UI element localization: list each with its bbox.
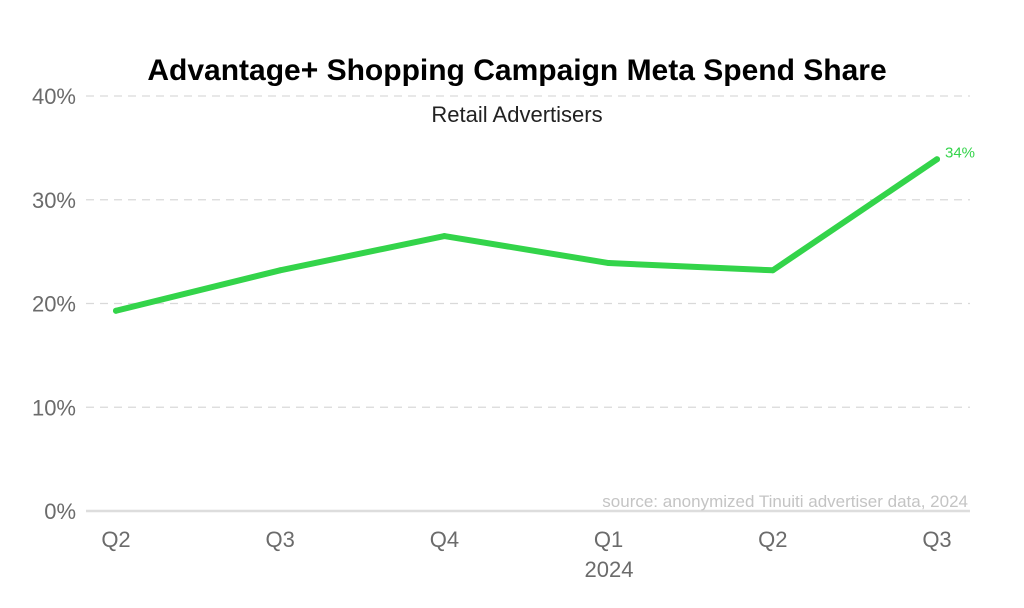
y-tick-label: 20% (32, 292, 76, 317)
x-axis-ticks: Q2 Q3 Q4 Q1 Q2 Q3 (101, 527, 951, 552)
data-point (934, 156, 940, 163)
x-axis-year-label: 2024 (585, 557, 634, 582)
x-tick-label: Q2 (101, 527, 130, 552)
x-tick-label: Q1 (594, 527, 623, 552)
series-group: 34% (113, 144, 975, 314)
data-point (441, 233, 448, 240)
grid-lines (86, 95, 970, 408)
data-point (605, 260, 612, 267)
data-point (769, 267, 776, 274)
data-point (277, 267, 284, 274)
y-tick-label: 10% (32, 395, 76, 420)
chart-subtitle: Retail Advertisers (431, 102, 602, 127)
series-line (113, 156, 940, 314)
data-point (113, 307, 119, 314)
x-tick-label: Q2 (758, 527, 787, 552)
y-axis-ticks: 0% 10% 20% 30% 40% (32, 84, 76, 524)
y-tick-label: 40% (32, 84, 76, 109)
end-value-label: 34% (945, 144, 975, 161)
x-tick-label: Q3 (266, 527, 295, 552)
y-tick-label: 0% (44, 499, 76, 524)
chart-title: Advantage+ Shopping Campaign Meta Spend … (147, 54, 886, 87)
source-note: source: anonymized Tinuiti advertiser da… (602, 492, 968, 511)
y-tick-label: 30% (32, 188, 76, 213)
x-tick-label: Q3 (922, 527, 951, 552)
x-tick-label: Q4 (430, 527, 459, 552)
